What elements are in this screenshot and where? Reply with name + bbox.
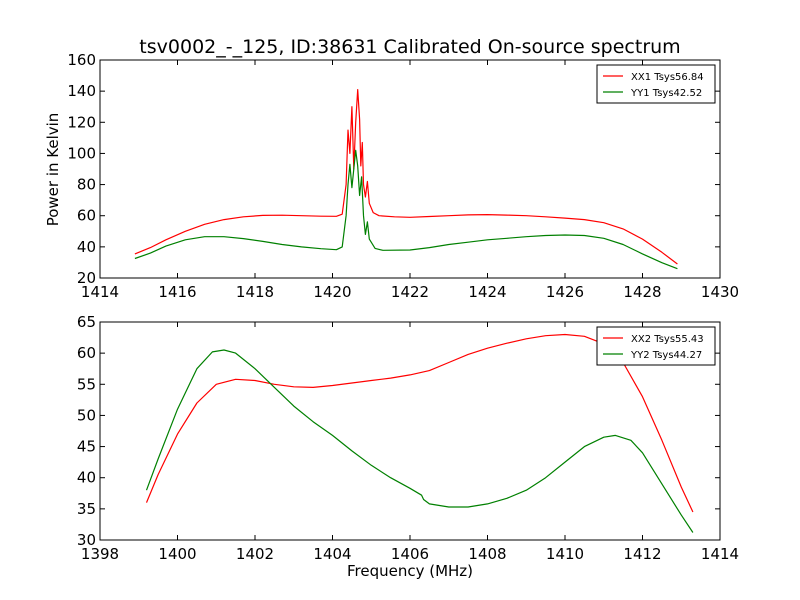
top-series-line-1 <box>134 88 678 265</box>
bottom-y-tick-label: 50 <box>77 406 96 424</box>
bottom-y-tick-label: 40 <box>77 469 96 487</box>
bottom-y-tick-label: 45 <box>77 438 96 456</box>
top-y-axis-label: Power in Kelvin <box>44 113 62 227</box>
bottom-y-tick-label: 30 <box>77 531 96 549</box>
top-x-tick-label: 1418 <box>236 283 274 301</box>
top-legend: XX1 Tsys56.84 YY1 Tsys42.52 <box>596 64 716 104</box>
top-y-tick-label: 120 <box>67 113 96 131</box>
bottom-legend-box <box>596 326 716 366</box>
chart-title: tsv0002_-_125, ID:38631 Calibrated On-so… <box>139 36 680 58</box>
bottom-x-tick-label: 1406 <box>391 545 429 563</box>
top-x-tick-label: 1422 <box>391 283 429 301</box>
top-x-tick-label: 1426 <box>546 283 584 301</box>
bottom-x-tick-label: 1402 <box>236 545 274 563</box>
top-y-tick-label: 60 <box>77 207 96 225</box>
bottom-y-tick-label: 60 <box>77 344 96 362</box>
bottom-y-tick-label: 55 <box>77 375 96 393</box>
bottom-legend: XX2 Tsys55.43 YY2 Tsys44.27 <box>596 326 716 366</box>
bottom-plot: 1398 1400 1402 1404 1406 1408 1410 1412 1414 30 35… <box>77 313 739 563</box>
bottom-x-tick-label: 1414 <box>701 545 739 563</box>
top-y-tick-label: 140 <box>67 82 96 100</box>
top-legend-box <box>596 64 716 104</box>
bottom-legend-entry-1: XX2 Tsys55.43 <box>631 334 704 345</box>
bottom-x-tick-label: 1400 <box>158 545 196 563</box>
top-x-tick-label: 1428 <box>623 283 661 301</box>
bottom-legend-entry-2: YY2 Tsys44.27 <box>630 350 702 361</box>
top-y-tick-label: 80 <box>77 176 96 194</box>
top-y-tick-label: 160 <box>67 51 96 69</box>
top-y-tick-label: 20 <box>77 269 96 287</box>
bottom-x-tick-label: 1398 <box>81 545 119 563</box>
bottom-x-axis-label: Frequency (MHz) <box>347 562 473 580</box>
top-legend-entry-1: XX1 Tsys56.84 <box>631 72 704 83</box>
bottom-x-tick-label: 1404 <box>313 545 351 563</box>
bottom-series-line-2 <box>145 349 694 533</box>
bottom-x-tick-label: 1410 <box>546 545 584 563</box>
top-x-tick-label: 1414 <box>81 283 119 301</box>
bottom-y-tick-label: 35 <box>77 500 96 518</box>
bottom-x-tick-label: 1408 <box>468 545 506 563</box>
top-y-tick-label: 40 <box>77 238 96 256</box>
top-y-tick-label: 100 <box>67 144 96 162</box>
top-plot: 1414 1416 1418 1420 1422 1424 1426 1428 1430 20 40… <box>67 51 739 301</box>
top-x-tick-label: 1420 <box>313 283 351 301</box>
top-x-tick-label: 1416 <box>158 283 196 301</box>
top-legend-entry-2: YY1 Tsys42.52 <box>630 88 702 99</box>
bottom-y-tick-label: 65 <box>77 313 96 331</box>
bottom-x-tick-label: 1412 <box>623 545 661 563</box>
top-series-line-2 <box>134 149 678 270</box>
top-x-tick-label: 1424 <box>468 283 506 301</box>
top-x-tick-label: 1430 <box>701 283 739 301</box>
